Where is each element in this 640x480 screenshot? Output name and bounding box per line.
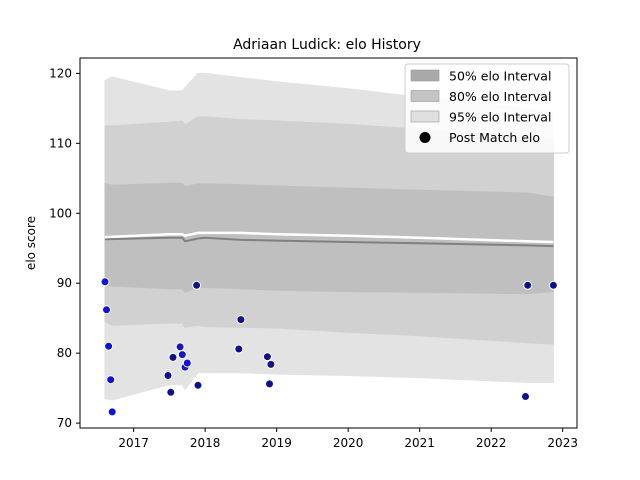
interval-band-2 <box>104 182 554 295</box>
post-match-elo-point <box>100 277 110 287</box>
legend-label: 80% elo Interval <box>449 89 551 104</box>
post-match-elo-point <box>521 392 530 401</box>
axes-frame <box>79 57 578 429</box>
x-tick-label: 2020 <box>333 436 364 450</box>
legend-marker <box>419 132 431 143</box>
post-match-elo-point <box>265 379 274 389</box>
post-match-elo-point <box>236 315 246 325</box>
post-match-elo-point <box>266 359 276 369</box>
y-tick-label: 100 <box>49 206 72 220</box>
legend-label: 50% elo Interval <box>449 69 551 84</box>
post-match-elo-point <box>166 387 176 397</box>
chart-title: Adriaan Ludick: elo History <box>233 37 421 53</box>
y-tick-label: 110 <box>49 136 72 150</box>
axes: 2017 2018 2019 2020 2021 2022 2023 70 80 90 100 110… <box>49 57 578 450</box>
legend: 50% elo Interval 80% elo Interval 95% elo … <box>404 63 570 154</box>
post-match-elo-point <box>262 352 272 362</box>
post-match-elo-point <box>193 380 203 390</box>
legend-box <box>404 63 570 154</box>
legend-label: 95% elo Interval <box>449 110 551 125</box>
y-tick-label: 70 <box>57 416 72 430</box>
x-tick-label: 2023 <box>547 436 578 450</box>
post-match-elo-point <box>548 280 558 290</box>
plot-area <box>100 72 558 417</box>
post-match-elo-point <box>163 371 173 380</box>
post-match-elo-point <box>102 305 111 315</box>
y-axis-label: elo score <box>24 216 38 270</box>
x-tick-label: 2017 <box>118 436 149 450</box>
x-tick-label: 2022 <box>476 436 507 450</box>
post-match-elo-point <box>523 280 533 290</box>
post-match-elo-point <box>168 352 178 362</box>
legend-swatch <box>410 90 440 102</box>
post-match-elo-point <box>175 342 185 352</box>
post-match-elo-point <box>107 407 117 417</box>
x-tick-label: 2021 <box>404 436 435 450</box>
y-tick-label: 90 <box>57 276 72 290</box>
elo-line-0 <box>104 236 554 248</box>
post-match-elo-point <box>182 358 192 368</box>
x-tick-label: 2019 <box>261 436 292 450</box>
post-match-elo-point <box>104 341 114 351</box>
legend-swatch <box>410 110 440 123</box>
legend-swatch <box>410 69 440 82</box>
elo-line-1 <box>104 231 554 244</box>
post-match-elo-point <box>106 375 116 385</box>
post-match-elo-point <box>234 344 244 354</box>
x-tick-label: 2018 <box>190 436 221 450</box>
legend-label: Post Match elo <box>449 130 540 145</box>
post-match-elo-point <box>177 350 187 360</box>
y-tick-label: 120 <box>49 66 72 80</box>
y-tick-label: 80 <box>57 346 72 360</box>
post-match-elo-point <box>192 280 202 290</box>
